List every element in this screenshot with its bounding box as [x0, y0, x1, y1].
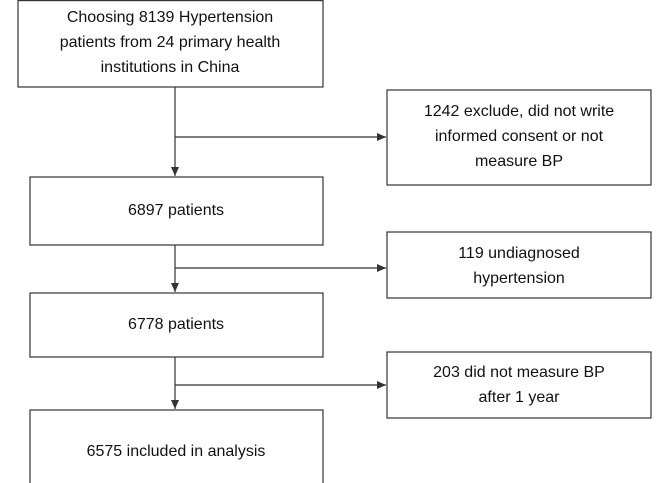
node: 6778 patients — [29, 292, 324, 358]
node: 203 did not measure BP after 1 year — [386, 351, 652, 419]
node-text: 203 did not measure BP — [433, 364, 605, 381]
node: 1242 exclude, did not write informed con… — [386, 89, 652, 186]
box — [29, 409, 324, 483]
node: 6575 included in analysis — [29, 409, 324, 483]
node-text: institutions in China — [101, 59, 240, 76]
node-text: 6778 patients — [128, 316, 224, 333]
node-text: 119 undiagnosed — [458, 245, 580, 262]
node-text: measure BP — [475, 153, 563, 170]
box — [17, 0, 324, 88]
box — [386, 89, 652, 186]
node-text: 1242 exclude, did not write — [424, 103, 614, 120]
node-text: 6897 patients — [128, 202, 224, 219]
box — [29, 176, 324, 246]
node: Choosing 8139 Hypertension patients from… — [17, 0, 324, 88]
node-text: after 1 year — [479, 389, 561, 406]
node: 6897 patients — [29, 176, 324, 246]
node-text: informed consent or not — [435, 128, 604, 145]
node-text: hypertension — [473, 270, 565, 287]
box — [29, 292, 324, 358]
box — [386, 351, 652, 419]
node-text: 6575 included in analysis — [87, 443, 266, 460]
box — [386, 231, 652, 299]
node-text: patients from 24 primary health — [60, 34, 281, 51]
node-text: Choosing 8139 Hypertension — [67, 9, 273, 26]
node: 119 undiagnosed hypertension — [386, 231, 652, 299]
